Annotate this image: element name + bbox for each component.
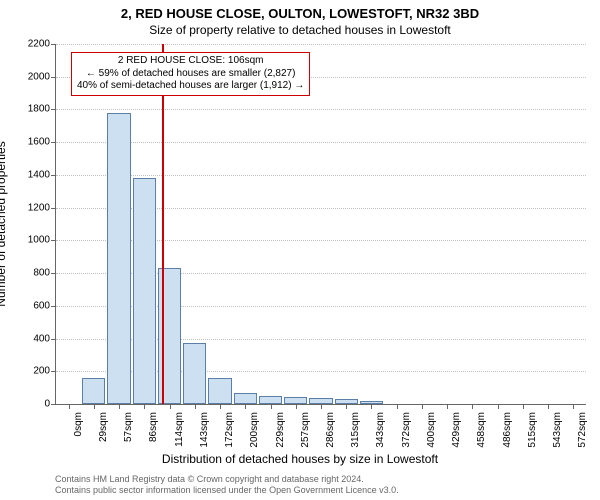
xtick-mark <box>498 404 499 409</box>
footer-line1: Contains HM Land Registry data © Crown c… <box>55 474 399 485</box>
xtick-label: 114sqm <box>174 412 185 447</box>
plot-area: 0200400600800100012001400160018002000220… <box>55 44 586 405</box>
gridline <box>56 44 586 45</box>
xtick-mark <box>346 404 347 409</box>
xtick-mark <box>371 404 372 409</box>
ytick-label: 200 <box>33 366 56 377</box>
y-axis-label: Number of detached properties <box>0 141 8 306</box>
xtick-label: 257sqm <box>300 412 311 448</box>
xtick-label: 200sqm <box>249 412 260 448</box>
gridline <box>56 142 586 143</box>
xtick-label: 372sqm <box>401 412 412 448</box>
xtick-mark <box>447 404 448 409</box>
annotation-box: 2 RED HOUSE CLOSE: 106sqm← 59% of detach… <box>71 52 310 96</box>
xtick-mark <box>472 404 473 409</box>
title-main: 2, RED HOUSE CLOSE, OULTON, LOWESTOFT, N… <box>0 6 600 21</box>
ytick-label: 2200 <box>28 39 56 50</box>
footer-line2: Contains public sector information licen… <box>55 485 399 496</box>
ytick-label: 1600 <box>28 137 56 148</box>
chart-container: 2, RED HOUSE CLOSE, OULTON, LOWESTOFT, N… <box>0 0 600 500</box>
ytick-label: 1000 <box>28 235 56 246</box>
title-sub: Size of property relative to detached ho… <box>0 23 600 37</box>
bar <box>133 178 156 404</box>
xtick-mark <box>195 404 196 409</box>
xtick-mark <box>321 404 322 409</box>
bar <box>234 393 257 404</box>
xtick-mark <box>296 404 297 409</box>
xtick-mark <box>220 404 221 409</box>
xtick-mark <box>422 404 423 409</box>
xtick-label: 286sqm <box>325 412 336 448</box>
xtick-mark <box>119 404 120 409</box>
ytick-label: 1200 <box>28 202 56 213</box>
xtick-label: 572sqm <box>577 412 588 448</box>
xtick-label: 400sqm <box>426 412 437 448</box>
xtick-mark <box>144 404 145 409</box>
bar <box>107 113 130 404</box>
ytick-label: 1800 <box>28 104 56 115</box>
xtick-label: 315sqm <box>350 412 361 448</box>
x-axis-label: Distribution of detached houses by size … <box>0 452 600 466</box>
annotation-line: 40% of semi-detached houses are larger (… <box>77 80 304 93</box>
xtick-mark <box>94 404 95 409</box>
xtick-mark <box>523 404 524 409</box>
annotation-line: ← 59% of detached houses are smaller (2,… <box>77 68 304 81</box>
ytick-label: 1400 <box>28 169 56 180</box>
gridline <box>56 109 586 110</box>
ytick-label: 600 <box>33 300 56 311</box>
bar <box>259 396 282 404</box>
bar <box>183 343 206 404</box>
xtick-mark <box>397 404 398 409</box>
ytick-label: 2000 <box>28 71 56 82</box>
footer-attribution: Contains HM Land Registry data © Crown c… <box>55 474 399 496</box>
xtick-label: 458sqm <box>476 412 487 448</box>
xtick-label: 515sqm <box>527 412 538 448</box>
xtick-label: 0sqm <box>73 412 84 436</box>
ytick-label: 400 <box>33 333 56 344</box>
xtick-label: 229sqm <box>275 412 286 448</box>
xtick-mark <box>170 404 171 409</box>
gridline <box>56 175 586 176</box>
bar <box>208 378 231 404</box>
xtick-label: 57sqm <box>123 412 134 442</box>
xtick-label: 343sqm <box>375 412 386 448</box>
marker-line <box>162 44 164 404</box>
annotation-line: 2 RED HOUSE CLOSE: 106sqm <box>77 55 304 68</box>
xtick-mark <box>548 404 549 409</box>
bar <box>82 378 105 404</box>
xtick-label: 29sqm <box>98 412 109 442</box>
xtick-mark <box>573 404 574 409</box>
xtick-mark <box>271 404 272 409</box>
ytick-label: 800 <box>33 268 56 279</box>
xtick-label: 486sqm <box>502 412 513 448</box>
ytick-label: 0 <box>44 399 56 410</box>
xtick-label: 543sqm <box>552 412 563 448</box>
xtick-label: 172sqm <box>224 412 235 448</box>
xtick-label: 86sqm <box>148 412 159 442</box>
xtick-label: 429sqm <box>451 412 462 448</box>
xtick-label: 143sqm <box>199 412 210 448</box>
xtick-mark <box>245 404 246 409</box>
xtick-mark <box>69 404 70 409</box>
